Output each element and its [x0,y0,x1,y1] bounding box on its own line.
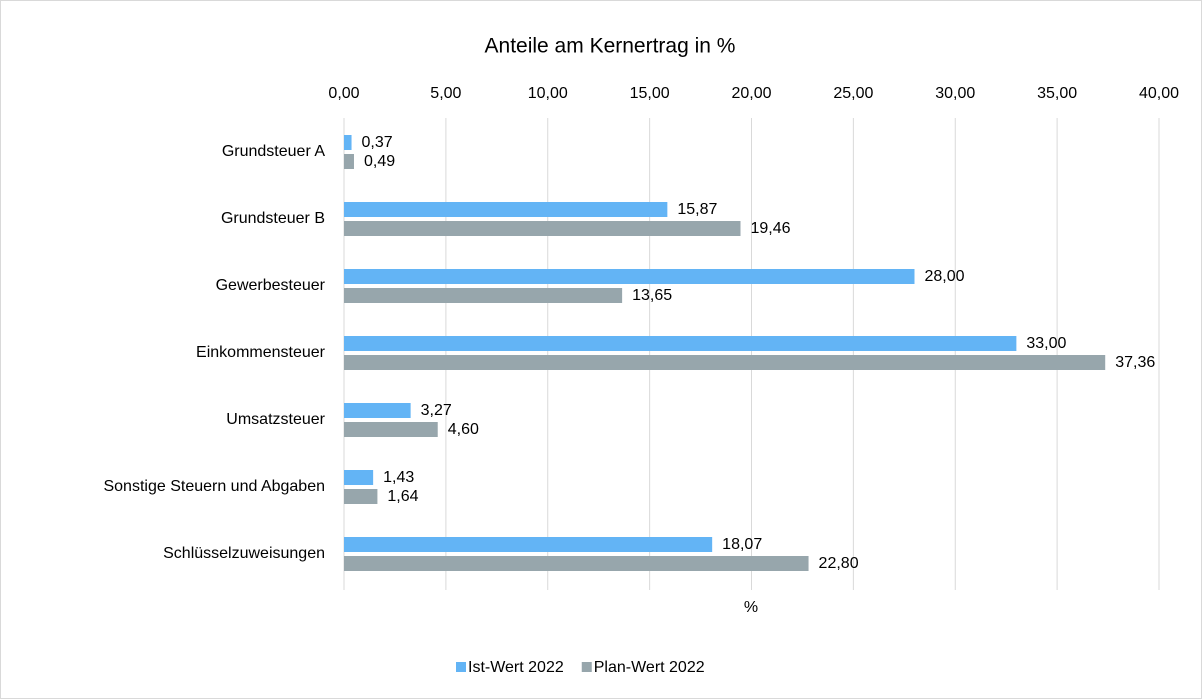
legend-label: Ist-Wert 2022 [468,659,564,676]
y-tick-label: Gewerbesteuer [216,277,326,294]
x-tick-label: 10,00 [528,85,568,102]
x-tick-label: 40,00 [1139,85,1179,102]
data-label: 37,36 [1115,354,1155,371]
y-tick-label: Grundsteuer B [221,210,325,227]
data-label: 1,43 [383,469,414,486]
x-tick-label: 30,00 [935,85,975,102]
x-axis-title: % [744,599,758,616]
data-label: 4,60 [448,421,479,438]
data-label: 0,49 [364,153,395,170]
data-label: 19,46 [750,220,790,237]
x-tick-label: 15,00 [630,85,670,102]
y-tick-label: Sonstige Steuern und Abgaben [103,478,325,495]
data-label: 33,00 [1026,335,1066,352]
bar [344,221,741,236]
bar [344,489,378,504]
bar [344,556,809,571]
bar [344,537,713,552]
x-tick-label: 20,00 [731,85,771,102]
x-tick-label: 5,00 [430,85,461,102]
x-tick-label: 35,00 [1037,85,1077,102]
data-label: 22,80 [819,555,859,572]
legend-swatch [456,662,466,672]
bar [344,403,411,418]
data-label: 0,37 [362,134,393,151]
data-label: 15,87 [677,201,717,218]
data-label: 28,00 [925,268,965,285]
bar [344,135,352,150]
bar [344,154,354,169]
data-label: 3,27 [421,402,452,419]
x-tick-label: 25,00 [833,85,873,102]
bar [344,269,915,284]
bar [344,470,374,485]
bar [344,202,668,217]
bar [344,355,1106,370]
y-tick-label: Grundsteuer A [222,143,326,160]
y-tick-label: Einkommensteuer [196,344,326,361]
y-tick-label: Schlüsselzuweisungen [163,545,325,562]
bar [344,422,438,437]
x-tick-label: 0,00 [328,85,359,102]
y-tick-label: Umsatzsteuer [226,411,325,428]
bar [344,288,623,303]
data-label: 1,64 [387,488,418,505]
data-label: 18,07 [722,536,762,553]
bar [344,336,1017,351]
chart-title: Anteile am Kernertrag in % [485,35,736,58]
legend-swatch [581,662,592,672]
data-label: 13,65 [632,287,672,304]
legend-label: Plan-Wert 2022 [594,659,705,676]
